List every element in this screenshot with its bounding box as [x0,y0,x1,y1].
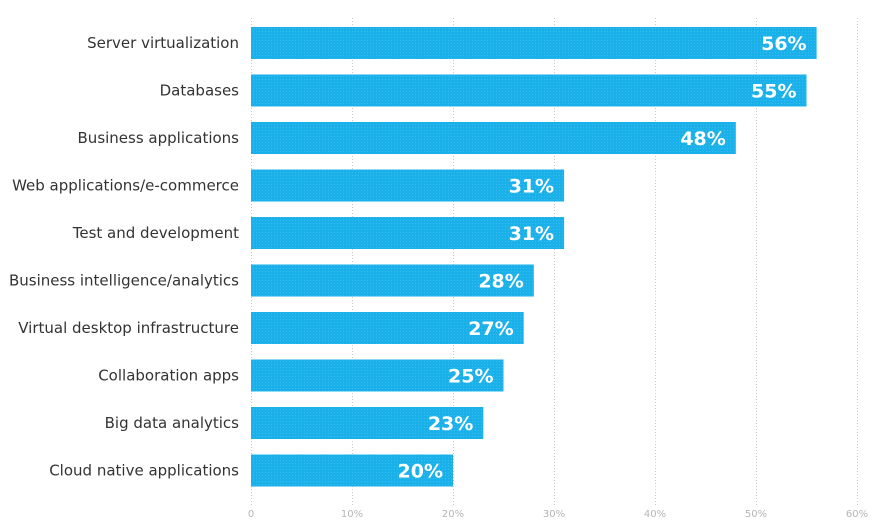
bar [251,359,504,392]
category-label: Big data analytics [105,414,240,432]
bar-value-label: 31% [509,176,554,198]
bar-value-label: 23% [428,413,473,435]
category-label: Web applications/e-commerce [12,177,239,195]
bar [251,264,534,297]
category-labels: Server virtualization Databases Business a… [9,34,239,480]
x-axis-tick-labels: 0 10% 20% 30% 40% 50% 60% [248,509,868,520]
category-label: Server virtualization [87,34,239,52]
x-tick-label: 20% [442,509,464,520]
x-tick-label: 30% [543,509,565,520]
bar-value-label: 25% [448,366,493,388]
bar-value-label: 48% [680,128,725,150]
bar [251,217,565,249]
bar-value-label: 28% [478,271,523,293]
bar-value-label: 55% [751,81,796,103]
bar [251,312,524,344]
x-tick-label: 0 [248,509,254,520]
x-tick-label: 50% [745,509,767,520]
x-tick-label: 40% [644,509,666,520]
category-label: Virtual desktop infrastructure [18,319,239,337]
x-tick-label: 10% [341,509,363,520]
bar-value-label: 27% [468,318,513,340]
category-label: Business applications [78,129,240,147]
bar [251,27,817,59]
category-label: Test and development [72,224,239,242]
x-tick-label: 60% [846,509,868,520]
bar [251,454,453,487]
category-label: Business intelligence/analytics [9,272,239,290]
category-label: Collaboration apps [98,367,239,385]
category-label: Databases [160,82,240,100]
bar [251,122,736,154]
bar-value-label: 20% [398,461,443,483]
bar-value-label: 31% [509,223,554,245]
bar-value-label: 56% [761,33,806,55]
bars [251,27,817,487]
bar [251,169,565,202]
bar [251,74,807,107]
value-labels: 56% 55% 48% 31% 31% 28% 27% 25% 23% 20% [398,33,807,483]
bar [251,407,484,439]
category-label: Cloud native applications [49,462,239,480]
